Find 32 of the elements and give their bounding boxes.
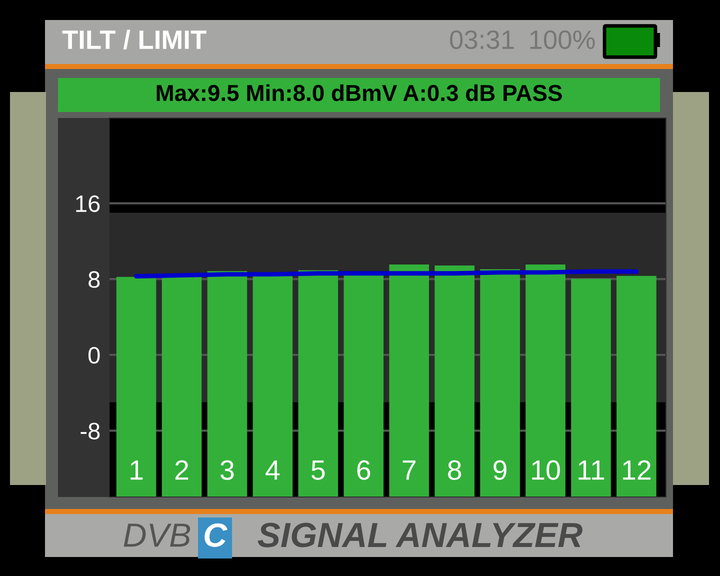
y-tick-label: 8: [88, 271, 100, 288]
bar: [116, 276, 156, 497]
x-tick-label: 3: [220, 460, 234, 480]
x-tick-label: 7: [402, 460, 416, 480]
bar: [207, 271, 248, 497]
text: DVB: [124, 524, 190, 547]
bar: [480, 269, 520, 497]
chart-subtitle: Max:9.5 Min:8.0 dBmV A:0.3 dB PASS: [156, 84, 562, 102]
x-tick-label: 4: [266, 460, 280, 480]
y-tick-label: 16: [76, 195, 100, 212]
x-tick-label: 8: [448, 460, 462, 480]
x-tick-label: 12: [623, 460, 650, 480]
bar: [389, 264, 429, 497]
bar: [526, 264, 566, 497]
x-tick-label: 9: [494, 460, 506, 480]
y-tick-label: 0: [88, 346, 100, 364]
x-tick-label: 1: [130, 460, 143, 480]
x-tick-label: 10: [532, 460, 560, 480]
x-tick-label: 11: [578, 460, 604, 480]
bar: [344, 274, 384, 497]
x-tick-label: 5: [312, 460, 325, 480]
bar: [571, 278, 611, 497]
bar: [162, 276, 202, 497]
text: SIGNAL ANALYZER: [258, 522, 582, 548]
x-tick-label: 6: [357, 460, 370, 480]
bar: [434, 265, 474, 497]
x-tick-label: 2: [175, 460, 188, 480]
text: C: [204, 523, 228, 547]
bar: [616, 276, 656, 497]
bar: [298, 270, 338, 497]
chart-title: TILT / LIMIT: [62, 30, 206, 50]
y-tick-label: -8: [80, 422, 100, 440]
